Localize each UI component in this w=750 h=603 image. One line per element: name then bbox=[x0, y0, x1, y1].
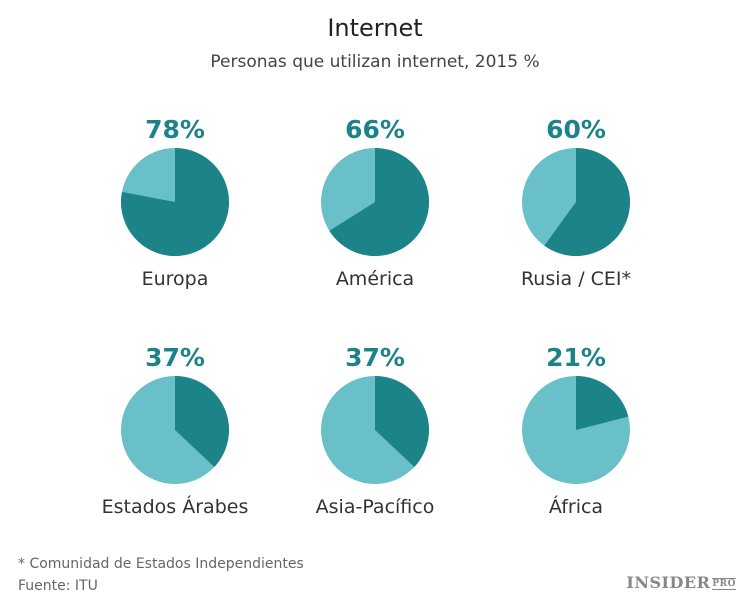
chart-title: Internet bbox=[327, 14, 423, 42]
region-label: África bbox=[549, 495, 603, 518]
pie-slice bbox=[175, 376, 230, 467]
pie-slice bbox=[576, 376, 629, 430]
percent-label: 37% bbox=[345, 343, 405, 372]
percent-label: 37% bbox=[145, 343, 205, 372]
region-label: América bbox=[336, 268, 414, 290]
logo-suffix: PRO bbox=[712, 578, 736, 590]
percent-label: 21% bbox=[546, 343, 606, 372]
pie-slice bbox=[375, 376, 430, 467]
percent-label: 78% bbox=[145, 115, 205, 144]
pie-slice bbox=[544, 148, 630, 256]
percent-label: 66% bbox=[345, 115, 405, 144]
chart-subtitle: Personas que utilizan internet, 2015 % bbox=[210, 52, 540, 72]
pie-slice bbox=[329, 148, 429, 257]
region-label: Rusia / CEI* bbox=[521, 268, 631, 290]
region-label: Estados Árabes bbox=[102, 495, 249, 518]
insider-pro-logo: INSIDER PRO bbox=[626, 573, 736, 592]
logo-text: INSIDER bbox=[626, 573, 711, 592]
percent-label: 60% bbox=[546, 115, 606, 144]
source: Fuente: ITU bbox=[18, 578, 98, 594]
footnote: * Comunidad de Estados Independientes bbox=[18, 556, 304, 572]
pie-slice bbox=[121, 148, 230, 256]
region-label: Asia-Pacífico bbox=[316, 496, 435, 518]
region-label: Europa bbox=[142, 268, 209, 290]
